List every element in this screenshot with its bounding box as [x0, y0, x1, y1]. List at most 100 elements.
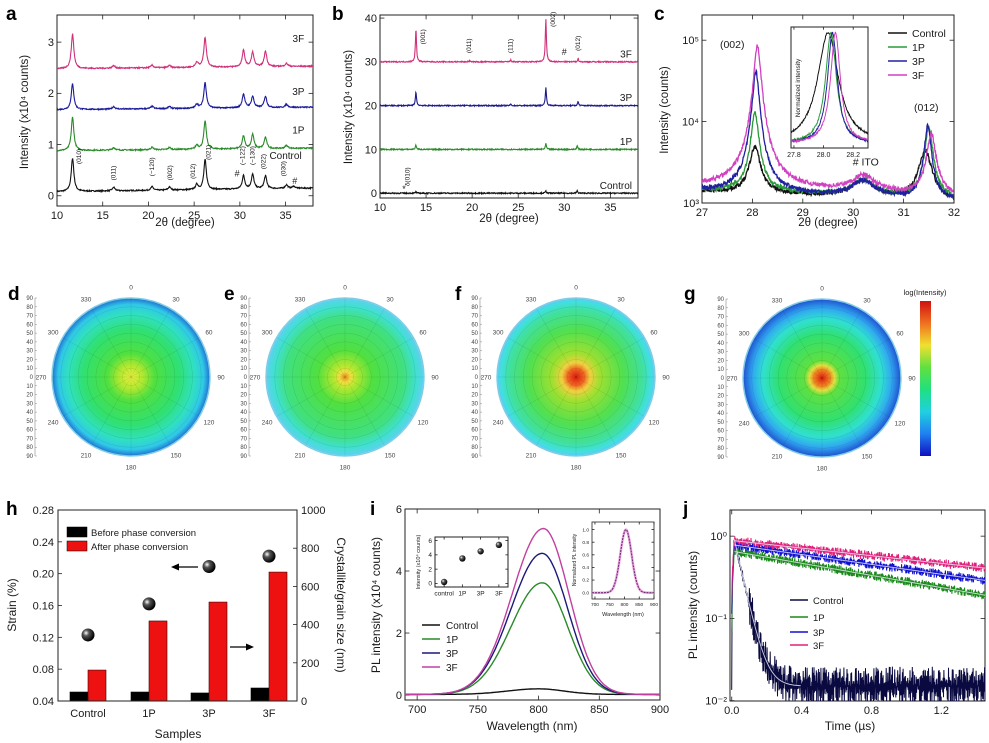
x-tick-label: 10	[374, 202, 386, 214]
radial-label: 20	[471, 393, 478, 399]
y-tick-label: 0	[396, 690, 402, 702]
pl-curve-3F	[405, 527, 660, 696]
radial-label: 90	[26, 454, 33, 460]
xrd-log-curve-3F	[702, 44, 954, 194]
inset-point-1P	[459, 555, 466, 562]
angle-label: 60	[650, 330, 658, 337]
panel-letter-f: f	[455, 284, 462, 305]
radial-label: 60	[471, 428, 478, 434]
x-tick-label: 30	[847, 207, 859, 219]
angle-label: 30	[617, 297, 625, 304]
colorbar-title: log(Intensity)	[904, 288, 947, 297]
arrow-left-icon	[171, 563, 179, 571]
radial-label: 0	[30, 375, 34, 381]
xrd-curve-Control	[57, 157, 313, 194]
plot-frame	[56, 14, 314, 207]
angle-label: 150	[616, 452, 627, 459]
angle-label: 210	[772, 453, 783, 460]
radial-label: 80	[471, 305, 478, 311]
axes: 0.04 0.08 0.12 0.16 0.20 0.24 0.28 0 200 400 600 80…	[33, 505, 326, 708]
y-tick-label: 4	[428, 552, 432, 559]
radial-label: 30	[717, 350, 724, 356]
y-tick-label: 0	[428, 581, 432, 588]
strain-point-Control	[81, 628, 95, 642]
legend-label: Control	[446, 621, 478, 632]
radial-label: 90	[240, 296, 247, 302]
radial-label: 20	[240, 357, 247, 363]
polar-grid-ring	[751, 307, 893, 449]
x-tick-label: 28	[746, 207, 758, 219]
angle-label: 150	[385, 452, 396, 459]
angle-label: 150	[171, 452, 182, 459]
y-tick-label: 0.4	[582, 565, 589, 571]
polar-spoke	[782, 309, 862, 447]
polar-grid-ring	[769, 325, 875, 431]
radial-label: 70	[26, 436, 33, 442]
legend-label: 1P	[446, 635, 459, 646]
polar-grid-ring	[309, 341, 381, 413]
peak-annotation: (−122)	[239, 146, 246, 165]
strain-point-3F	[262, 549, 276, 563]
fit-line-1P	[734, 551, 985, 596]
polar-heatmap	[265, 297, 425, 457]
radial-label: 10	[240, 384, 247, 390]
x-tick-label: 3P	[202, 708, 215, 720]
polar-grid-ring	[327, 359, 363, 395]
y-tick-label: 0.2	[582, 578, 589, 584]
radial-label: 90	[26, 296, 33, 302]
x-tick-label: 1P	[142, 708, 155, 720]
bar-before-3P	[190, 692, 210, 702]
angle-label: 90	[217, 375, 225, 382]
pl-curve-1P	[405, 582, 660, 696]
x-tick-label: 900	[651, 704, 669, 716]
angle-label: 240	[48, 420, 59, 427]
series-label: 3P	[620, 93, 633, 104]
radial-label: 30	[471, 401, 478, 407]
x-tick-label: 1P	[458, 591, 466, 598]
radial-label: 80	[240, 445, 247, 451]
y2-tick-label: 0	[301, 696, 307, 708]
series-group	[405, 527, 660, 696]
polar-grid-ring	[760, 316, 884, 440]
peak-annotation: # ITO	[853, 156, 879, 168]
x-tick-label: 850	[635, 602, 643, 608]
inset-normalized-curve	[592, 529, 654, 594]
y-tick-label: 0.16	[33, 601, 54, 613]
x-tick-label: 700	[591, 602, 599, 608]
xrd-curve-3P	[380, 87, 638, 108]
radial-label: 20	[471, 357, 478, 363]
angle-label: 120	[895, 421, 906, 428]
angle-label: 180	[126, 465, 137, 472]
y-axis-label: Strain (%)	[5, 578, 19, 631]
y-tick-label: 4	[396, 566, 402, 578]
angle-label: 60	[896, 331, 904, 338]
xrd-curve-3F	[380, 19, 638, 64]
polar-spoke	[91, 308, 171, 446]
y2-axis-label: Crystallite/grain size (nm)	[334, 537, 348, 672]
y-tick-label: 2	[396, 628, 402, 640]
x-tick-label: 3F	[495, 591, 503, 598]
peak-annotation: (−130)	[249, 146, 256, 165]
radial-label: 80	[26, 445, 33, 451]
panel-letter-d: d	[8, 284, 20, 305]
x-tick-label: 25	[188, 210, 200, 222]
angle-label: 210	[81, 452, 92, 459]
angle-label: 0	[820, 286, 824, 293]
peak-annotation: #	[562, 47, 567, 57]
peak-annotation: (012)	[914, 102, 939, 114]
polar-grid-ring	[274, 306, 416, 448]
legend-swatch	[66, 526, 88, 538]
x-tick-label: 0.0	[724, 705, 739, 717]
radial-label: 60	[471, 322, 478, 328]
legend-label: 3F	[813, 641, 824, 652]
y-tick-label: 10⁻¹	[705, 613, 727, 625]
radial-label: 30	[717, 402, 724, 408]
radial-label: 30	[26, 349, 33, 355]
bar-after-3P	[208, 601, 228, 702]
y-tick-label: 0.28	[33, 505, 54, 517]
radial-label: 10	[240, 366, 247, 372]
y-tick-label: 0.6	[582, 552, 589, 558]
peak-annotation: (012)	[190, 164, 197, 179]
angle-label: 330	[295, 297, 306, 304]
legend-label: Control	[912, 28, 946, 40]
